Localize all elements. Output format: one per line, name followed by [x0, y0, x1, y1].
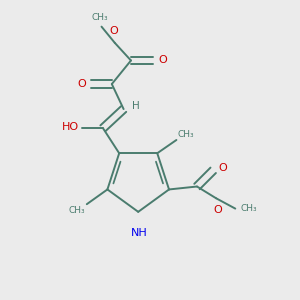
Text: O: O — [213, 205, 222, 215]
Text: O: O — [218, 163, 227, 173]
Text: O: O — [158, 56, 167, 65]
Text: CH₃: CH₃ — [241, 204, 257, 213]
Text: CH₃: CH₃ — [92, 13, 108, 22]
Text: O: O — [77, 79, 86, 89]
Text: H: H — [132, 101, 140, 111]
Text: NH: NH — [130, 228, 147, 238]
Text: O: O — [109, 26, 118, 36]
Text: CH₃: CH₃ — [178, 130, 194, 139]
Text: HO: HO — [62, 122, 80, 132]
Text: CH₃: CH₃ — [69, 206, 85, 214]
